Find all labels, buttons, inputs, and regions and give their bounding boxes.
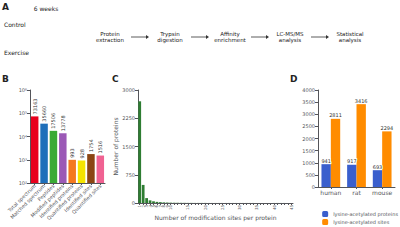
svg-text:Number of modification sites p: Number of modification sites per protein — [155, 214, 277, 222]
svg-text:Protein: Protein — [100, 31, 120, 37]
svg-text:B: B — [2, 74, 9, 84]
svg-text:35660: 35660 — [41, 106, 47, 122]
svg-text:D: D — [290, 74, 297, 84]
svg-text:928: 928 — [79, 149, 85, 159]
svg-text:lysine-acetylated proteins: lysine-acetylated proteins — [333, 211, 398, 218]
svg-text:10³: 10³ — [19, 157, 27, 163]
svg-text:Trypsin: Trypsin — [160, 30, 180, 37]
svg-text:LC-MS/MS: LC-MS/MS — [276, 31, 304, 37]
svg-text:4000: 4000 — [302, 87, 315, 93]
svg-text:Affinity: Affinity — [220, 30, 240, 37]
svg-text:Identified proteins: Identified proteins — [37, 182, 75, 220]
svg-text:2500: 2500 — [302, 123, 315, 129]
svg-text:Identified sites: Identified sites — [62, 182, 94, 214]
svg-text:1516: 1516 — [97, 141, 103, 154]
svg-text:rat: rat — [352, 189, 361, 196]
svg-text:25: 25 — [220, 205, 225, 211]
svg-text:human: human — [320, 189, 341, 196]
svg-text:A: A — [2, 2, 9, 12]
svg-text:2250: 2250 — [122, 115, 135, 121]
svg-text:Modified peptides: Modified peptides — [29, 182, 65, 219]
svg-text:6 weeks: 6 weeks — [34, 5, 59, 12]
svg-text:40: 40 — [272, 205, 277, 211]
svg-text:941: 941 — [321, 158, 331, 164]
svg-text:1000: 1000 — [302, 160, 315, 166]
svg-text:1500: 1500 — [302, 148, 315, 154]
svg-text:10⁵: 10⁵ — [19, 110, 27, 116]
svg-text:Statistical: Statistical — [336, 31, 364, 37]
svg-text:2294: 2294 — [380, 125, 393, 131]
svg-text:1500: 1500 — [122, 144, 135, 150]
svg-text:10²: 10² — [19, 180, 27, 186]
svg-text:20: 20 — [203, 205, 208, 211]
svg-text:extraction: extraction — [96, 37, 124, 43]
svg-text:Quantified proteins: Quantified proteins — [45, 182, 84, 221]
svg-text:3000: 3000 — [122, 87, 135, 93]
svg-text:45: 45 — [289, 205, 294, 211]
svg-text:Peptides: Peptides — [36, 182, 56, 203]
svg-text:13778: 13778 — [60, 115, 66, 131]
svg-text:2000: 2000 — [302, 136, 315, 142]
svg-text:693: 693 — [373, 164, 383, 170]
svg-text:35: 35 — [254, 205, 259, 211]
svg-text:C: C — [112, 74, 119, 84]
svg-text:lysine-acetylated sites: lysine-acetylated sites — [333, 219, 389, 226]
svg-text:993: 993 — [69, 148, 75, 158]
svg-text:Quantified sites: Quantified sites — [70, 183, 102, 215]
svg-text:0: 0 — [132, 200, 135, 206]
svg-text:3416: 3416 — [355, 98, 368, 104]
svg-text:Exercise: Exercise — [4, 49, 29, 56]
svg-text:3000: 3000 — [302, 111, 315, 117]
svg-text:73163: 73163 — [32, 98, 38, 114]
svg-text:Control: Control — [4, 21, 26, 28]
svg-text:10⁴: 10⁴ — [19, 134, 27, 140]
svg-text:2811: 2811 — [329, 112, 342, 118]
svg-text:15: 15 — [185, 205, 190, 211]
svg-text:10: 10 — [168, 205, 173, 211]
svg-text:3500: 3500 — [302, 99, 315, 105]
svg-text:digestion: digestion — [157, 37, 183, 44]
svg-text:917: 917 — [347, 158, 357, 164]
svg-text:500: 500 — [305, 172, 315, 178]
svg-text:analysis: analysis — [339, 37, 361, 44]
svg-text:10⁶: 10⁶ — [19, 87, 27, 93]
svg-text:17506: 17506 — [50, 113, 56, 129]
svg-text:Number of proteins: Number of proteins — [112, 117, 120, 175]
svg-text:enrichment: enrichment — [214, 37, 246, 43]
svg-text:0: 0 — [312, 184, 315, 190]
svg-text:1754: 1754 — [88, 139, 94, 152]
svg-text:30: 30 — [237, 205, 242, 211]
svg-text:analysis: analysis — [279, 37, 301, 44]
svg-text:Matched spectrum: Matched spectrum — [9, 182, 47, 221]
svg-text:750: 750 — [125, 172, 135, 178]
svg-text:Total spectrum: Total spectrum — [6, 182, 37, 214]
svg-text:mouse: mouse — [372, 189, 392, 196]
